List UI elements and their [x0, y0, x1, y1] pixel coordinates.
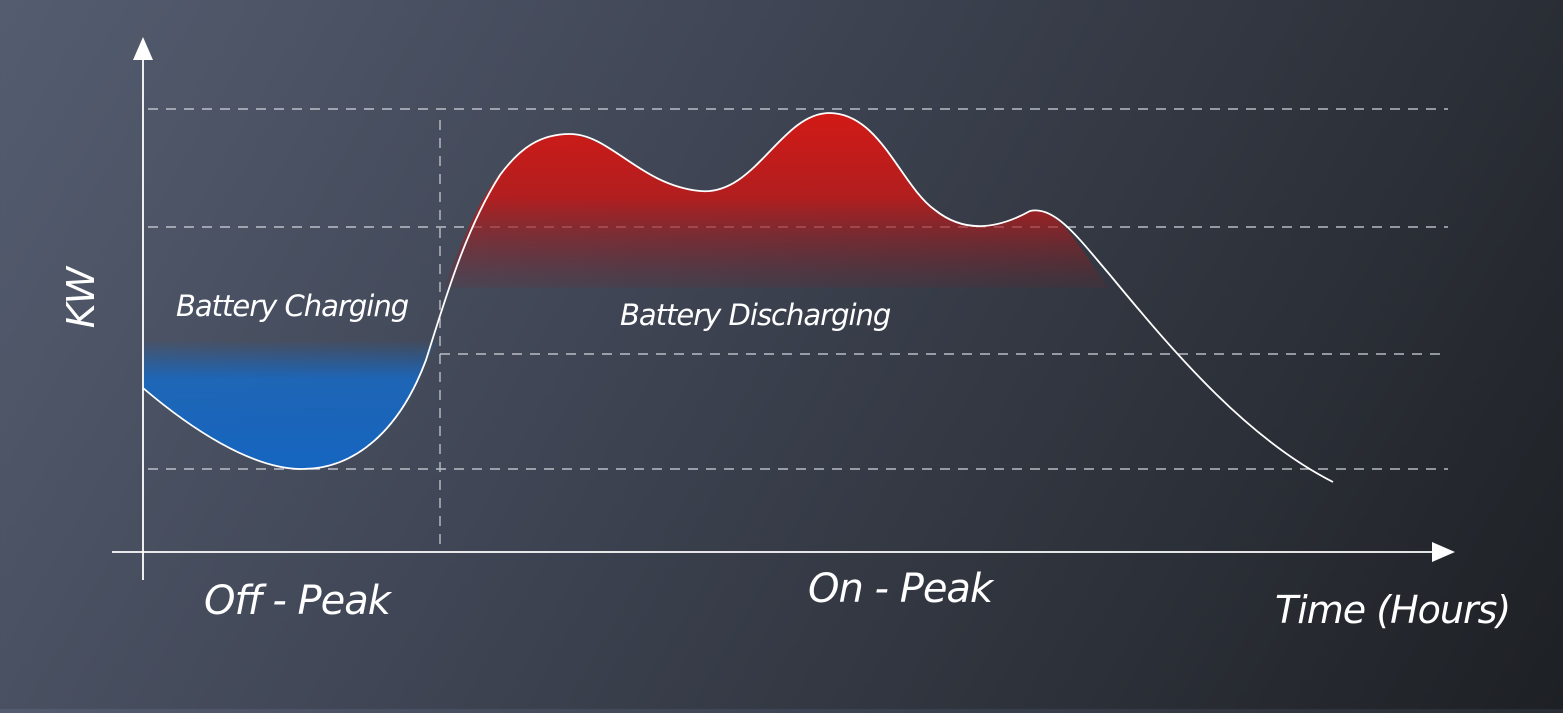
on-peak-label: On - Peak	[808, 566, 995, 612]
discharging-area	[444, 112, 1109, 288]
load-curve	[142, 112, 1334, 483]
y-axis-label: KW	[59, 265, 103, 328]
discharging-label: Battery Discharging	[620, 298, 891, 332]
off-peak-label: Off - Peak	[204, 578, 393, 624]
axes	[112, 37, 1455, 580]
gridlines	[148, 108, 1448, 548]
x-axis-label: Time (Hours)	[1275, 588, 1510, 632]
y-axis-arrow	[133, 37, 153, 60]
charging-area	[143, 340, 440, 470]
x-axis-arrow	[1432, 542, 1455, 562]
charging-label: Battery Charging	[176, 289, 409, 323]
